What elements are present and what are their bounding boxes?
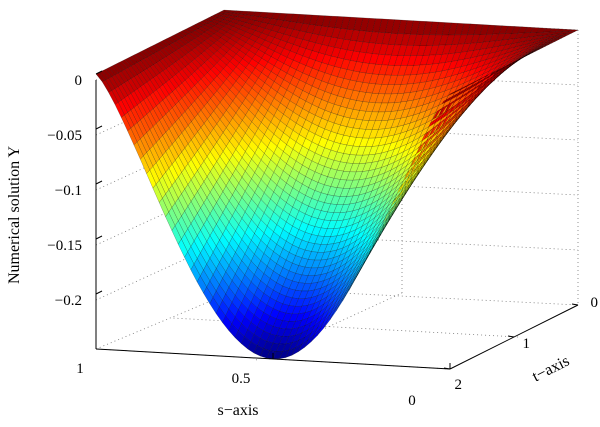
t-axis-title: t−axis: [530, 353, 573, 386]
z-tick-mark: [95, 70, 103, 75]
surface-patch: [215, 306, 226, 323]
z-tick-mark: [95, 290, 103, 295]
t-tick-label: 2: [455, 377, 463, 393]
z-tick-mark: [95, 180, 103, 185]
z-tick-labels: 0 −0.05 −0.1 −0.15 −0.2: [47, 73, 82, 309]
surface-patch: [146, 169, 157, 189]
z-axis-title: Numerical solution Y: [6, 146, 23, 284]
surface-patch: [222, 315, 233, 331]
t-tick-labels: 0 1 2: [455, 295, 599, 393]
surface-patch: [228, 323, 239, 339]
surface-patch: [165, 211, 176, 232]
t-tick-mark: [507, 335, 515, 338]
surface-patch: [234, 330, 245, 345]
surface-mesh: [95, 9, 579, 360]
surface-patch: [190, 263, 201, 283]
z-tick-mark: [95, 235, 103, 240]
s-tick-label: 0: [408, 393, 416, 409]
z-tick-label: −0.1: [55, 183, 82, 199]
z-tick-label: 0: [75, 73, 83, 89]
surface-patch: [260, 348, 271, 359]
surface-patch: [133, 141, 144, 160]
surface-patch: [140, 155, 151, 175]
s-tick-label: 0.5: [232, 371, 251, 387]
t-tick-label: 0: [591, 295, 599, 311]
z-tick-mark: [95, 125, 103, 130]
surface-patch: [127, 127, 138, 146]
z-tick-label: −0.2: [55, 293, 82, 309]
s-tick-label: 1: [76, 361, 84, 377]
surface-patch: [114, 102, 125, 118]
t-tick-mark: [571, 303, 579, 306]
surface-patch: [177, 238, 188, 258]
tick-marks: [95, 70, 579, 370]
z-tick-label: −0.15: [47, 238, 82, 254]
s-tick-labels: 1 0.5 0: [76, 361, 416, 409]
z-tick-label: −0.05: [47, 128, 82, 144]
t-tick-label: 1: [523, 336, 531, 352]
s-axis-title: s−axis: [217, 402, 258, 419]
t-tick-mark: [443, 367, 451, 370]
surface-patch: [209, 296, 220, 315]
surface-patch: [247, 341, 258, 354]
